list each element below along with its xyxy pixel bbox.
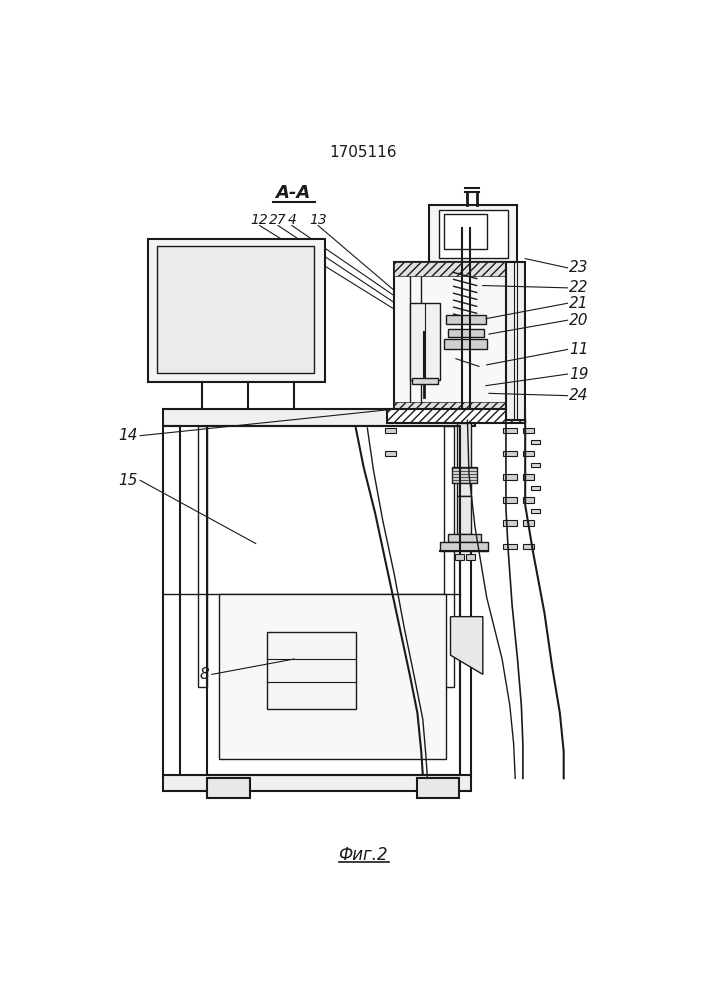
Text: 21: 21 — [569, 296, 589, 311]
Bar — [163, 774, 472, 791]
Bar — [395, 262, 514, 276]
Bar — [395, 402, 514, 411]
Bar — [218, 594, 446, 759]
Bar — [439, 210, 508, 258]
Bar — [523, 544, 534, 549]
Bar — [506, 262, 525, 420]
Bar — [523, 428, 534, 433]
Bar — [395, 262, 514, 409]
Bar — [448, 534, 481, 542]
Bar — [457, 496, 472, 534]
Bar — [530, 509, 540, 513]
Bar — [503, 451, 517, 456]
Bar — [198, 426, 207, 687]
Bar — [387, 409, 525, 423]
Bar — [530, 440, 540, 444]
Bar — [457, 423, 472, 496]
Bar — [503, 544, 517, 549]
Bar — [523, 497, 534, 503]
Text: 23: 23 — [569, 260, 589, 275]
Text: 11: 11 — [569, 342, 589, 357]
Bar — [387, 409, 525, 423]
Bar — [163, 426, 180, 776]
Bar — [429, 205, 518, 262]
Text: 13: 13 — [309, 213, 327, 227]
Bar — [448, 329, 484, 337]
Bar — [157, 246, 314, 373]
Polygon shape — [450, 617, 483, 674]
Bar — [385, 428, 396, 433]
Text: 22: 22 — [569, 280, 589, 295]
Bar — [452, 466, 477, 483]
Bar — [267, 632, 356, 709]
Bar — [530, 486, 540, 490]
Bar — [503, 520, 517, 526]
Bar — [412, 378, 438, 384]
Text: 4: 4 — [288, 213, 296, 227]
Text: 24: 24 — [569, 388, 589, 403]
Bar — [466, 554, 475, 560]
Bar — [444, 339, 487, 349]
Text: 19: 19 — [569, 367, 589, 382]
Bar — [455, 554, 464, 560]
Text: 20: 20 — [569, 313, 589, 328]
Bar — [530, 463, 540, 467]
Bar — [503, 474, 517, 480]
Bar — [523, 474, 534, 480]
Bar — [385, 451, 396, 456]
Text: 14: 14 — [118, 428, 138, 443]
Text: 8: 8 — [200, 667, 209, 682]
Bar — [444, 214, 486, 249]
Bar — [444, 426, 454, 687]
Text: 12: 12 — [251, 213, 269, 227]
Bar — [148, 239, 325, 382]
Bar — [503, 428, 517, 433]
Bar — [207, 778, 250, 798]
Bar — [416, 778, 459, 798]
Bar — [503, 497, 517, 503]
Text: 1705116: 1705116 — [329, 145, 397, 160]
Bar — [523, 520, 534, 526]
Bar — [163, 409, 475, 426]
Bar — [207, 426, 460, 774]
Bar — [460, 426, 472, 776]
Bar — [440, 542, 489, 551]
Text: А-А: А-А — [275, 184, 310, 202]
Text: Фиг.2: Фиг.2 — [338, 846, 387, 864]
Bar — [409, 303, 440, 380]
Bar — [446, 315, 486, 324]
Text: 27: 27 — [269, 213, 287, 227]
Text: 15: 15 — [118, 473, 138, 488]
Bar — [523, 451, 534, 456]
